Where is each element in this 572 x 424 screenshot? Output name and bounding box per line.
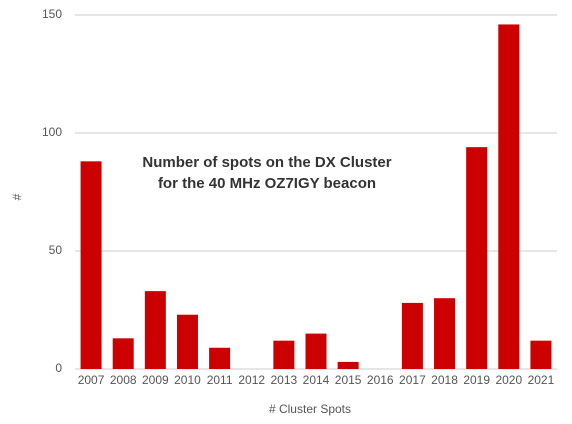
bar (498, 24, 520, 369)
x-tick-label: 2012 (238, 373, 265, 387)
bar (176, 314, 198, 369)
x-tick-label: 2014 (303, 373, 330, 387)
x-tick-label: 2021 (528, 373, 555, 387)
x-tick-label: 2013 (271, 373, 298, 387)
bar (209, 347, 231, 369)
y-tick-label: 100 (42, 125, 62, 139)
x-tick-label: 2016 (367, 373, 394, 387)
chart-title: Number of spots on the DX Cluster (142, 154, 391, 171)
bar (530, 340, 552, 369)
x-tick-label: 2010 (174, 373, 201, 387)
x-tick-label: 2017 (399, 373, 426, 387)
x-tick-label: 2011 (207, 373, 233, 387)
y-tick-label: 0 (55, 361, 62, 375)
x-tick-label: 2015 (335, 373, 362, 387)
x-tick-label: 2007 (78, 373, 105, 387)
bar (112, 338, 134, 369)
x-tick-label: 2008 (110, 373, 137, 387)
x-tick-label: 2018 (431, 373, 458, 387)
bar (466, 147, 488, 369)
bar (337, 361, 359, 369)
bar (273, 340, 295, 369)
x-tick-label: 2020 (495, 373, 522, 387)
y-tick-label: 50 (49, 243, 63, 257)
bar (144, 291, 166, 369)
bar (401, 302, 423, 369)
x-tick-label: 2009 (142, 373, 169, 387)
chart-title: for the 40 MHz OZ7IGY beacon (158, 175, 376, 192)
y-axis-label: # (10, 193, 24, 200)
y-tick-label: 150 (42, 7, 62, 21)
bar (305, 333, 327, 369)
x-axis-label: # Cluster Spots (269, 402, 351, 416)
bar (434, 298, 456, 369)
x-tick-label: 2019 (463, 373, 490, 387)
bar (80, 161, 102, 369)
